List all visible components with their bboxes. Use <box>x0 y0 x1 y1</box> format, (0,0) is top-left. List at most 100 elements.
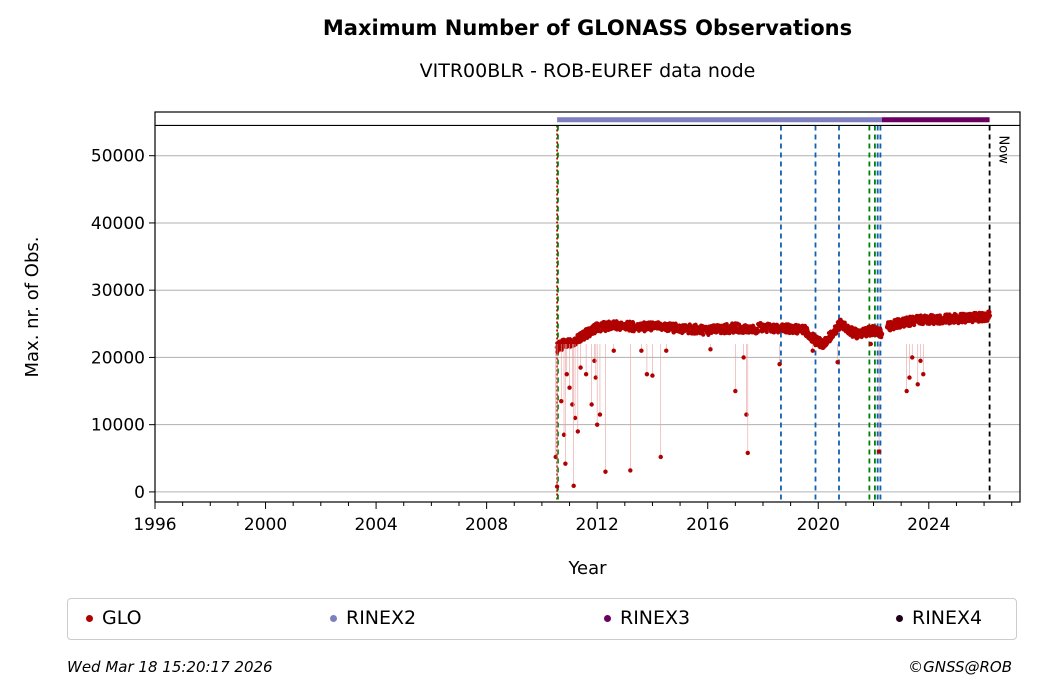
glo-outlier <box>664 348 669 353</box>
x-tick-label: 2004 <box>354 515 397 535</box>
legend-marker-icon <box>896 614 903 622</box>
y-tick-label: 0 <box>134 483 145 503</box>
glo-point <box>967 315 973 321</box>
glo-point <box>788 326 794 331</box>
glo-outlier <box>571 483 576 489</box>
glo-point <box>583 331 589 337</box>
glo-point <box>912 322 917 328</box>
glo-point <box>705 328 711 333</box>
glo-outlier <box>708 347 713 352</box>
glo-point <box>701 332 706 337</box>
y-tick-label: 40000 <box>91 214 145 234</box>
glo-outlier <box>639 348 644 353</box>
legend-item-rinex3: RINEX3 <box>604 607 690 629</box>
glo-outlier <box>603 469 608 474</box>
y-tick-label: 10000 <box>91 416 145 436</box>
legend-marker-icon <box>604 614 611 622</box>
x-tick-label: 2016 <box>686 515 729 535</box>
glo-outlier <box>910 355 915 360</box>
glo-point <box>978 314 984 320</box>
glo-outlier <box>915 382 920 387</box>
glo-point <box>920 321 926 327</box>
legend-label: RINEX2 <box>346 607 417 629</box>
data-points <box>553 117 993 489</box>
glo-outlier <box>644 372 650 377</box>
glo-point <box>862 329 868 335</box>
footer-copyright: ©GNSS@ROB <box>908 658 1012 676</box>
glo-point <box>691 326 697 332</box>
x-tick-label: 2000 <box>244 515 287 535</box>
glo-outlier <box>650 373 655 378</box>
axes: 0 10000 20000 30000 40000 50000 1996 2000 2004 20… <box>22 111 1021 579</box>
glo-point <box>871 328 876 333</box>
glo-outlier <box>835 359 840 365</box>
y-tick-label: 30000 <box>91 281 145 301</box>
glo-point <box>746 328 752 333</box>
glo-point <box>923 316 929 322</box>
glo-point <box>760 324 766 330</box>
x-tick-label: 1996 <box>133 515 176 535</box>
glo-outlier <box>810 348 815 353</box>
glo-point <box>987 313 993 319</box>
glo-outlier <box>594 422 600 427</box>
glo-point <box>802 327 807 333</box>
glo-point <box>594 324 600 330</box>
glo-outlier <box>918 358 923 363</box>
glo-point <box>732 325 738 331</box>
y-tick-label: 50000 <box>91 147 145 167</box>
glo-point <box>829 331 835 337</box>
glo-point <box>837 321 843 327</box>
legend-item-rinex2: RINEX2 <box>330 607 416 629</box>
legend-item-rinex4: RINEX4 <box>896 607 982 629</box>
glo-outlier <box>904 388 909 394</box>
glo-outlier <box>658 454 663 460</box>
chart-subtitle: VITR00BLR - ROB-EUREF data node <box>419 60 756 82</box>
y-tick-label: 20000 <box>91 348 145 368</box>
glo-point <box>813 338 818 344</box>
glo-outlier <box>575 429 581 434</box>
x-tick-label: 2008 <box>465 515 508 535</box>
x-axis-label: Year <box>567 558 607 579</box>
glo-point <box>774 326 780 332</box>
glo-outlier <box>589 402 594 407</box>
glo-outlier <box>583 372 589 377</box>
glo-point <box>956 316 962 321</box>
glo-point <box>608 323 614 329</box>
glo-outlier <box>559 398 564 404</box>
glo-point <box>987 310 992 315</box>
legend: GLO RINEX2 RINEX3 RINEX4 <box>67 598 1017 640</box>
x-tick-label: 2012 <box>576 515 619 535</box>
glo-point <box>884 324 890 330</box>
glo-outlier <box>564 372 569 377</box>
glo-point <box>764 329 769 335</box>
glo-point <box>663 324 669 330</box>
legend-label: GLO <box>102 607 142 629</box>
glo-outlier <box>733 388 738 394</box>
legend-label: RINEX4 <box>912 607 983 629</box>
glo-outlier <box>745 450 750 456</box>
glo-point <box>650 324 655 329</box>
glo-outlier <box>741 355 746 360</box>
glo-outlier <box>563 461 568 466</box>
glo-outlier <box>628 468 633 473</box>
x-tick-label: 2020 <box>797 515 840 535</box>
glo-outlier <box>578 365 583 370</box>
x-tick-label: 2024 <box>907 515 950 535</box>
glo-point <box>912 318 918 323</box>
legend-marker-icon <box>86 614 93 622</box>
grid-lines <box>155 155 1020 493</box>
legend-item-glo: GLO <box>86 607 142 629</box>
glo-point <box>724 322 729 327</box>
glo-outlier <box>597 412 603 417</box>
glo-point <box>893 321 899 327</box>
glo-outlier <box>907 375 912 380</box>
glo-point <box>846 328 852 333</box>
legend-label: RINEX3 <box>620 607 691 629</box>
glo-point <box>945 316 951 322</box>
glo-outlier <box>868 341 873 347</box>
y-axis-label: Max. nr. of Obs. <box>22 236 43 377</box>
glo-point <box>901 320 907 325</box>
footer-timestamp: Wed Mar 18 15:20:17 2026 <box>67 658 273 676</box>
glo-point <box>677 326 683 331</box>
